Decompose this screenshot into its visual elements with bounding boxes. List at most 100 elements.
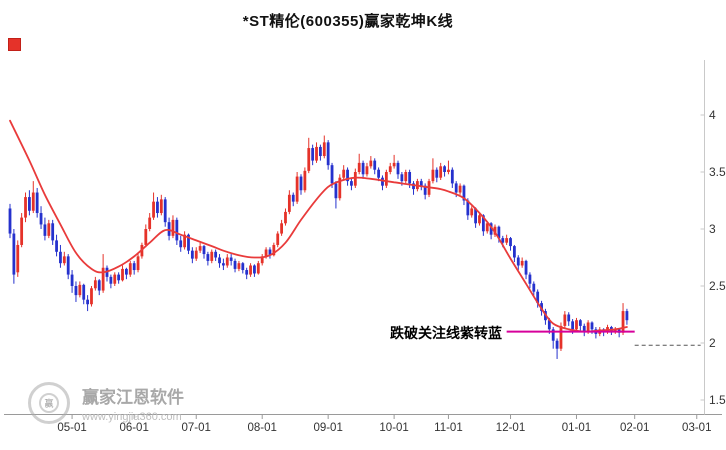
candle-body bbox=[350, 181, 353, 186]
candle-body bbox=[540, 303, 543, 312]
x-tick-label: 02-01 bbox=[620, 422, 649, 434]
candle-body bbox=[528, 274, 532, 284]
candle-body bbox=[249, 265, 252, 275]
candle-body bbox=[86, 299, 89, 305]
candle-body bbox=[280, 223, 283, 234]
candle-body bbox=[121, 268, 124, 281]
candle-body bbox=[563, 314, 567, 326]
candle-body bbox=[97, 280, 101, 291]
candle-body bbox=[326, 142, 330, 166]
candle-body bbox=[152, 201, 155, 218]
candle-body bbox=[194, 250, 198, 259]
page-title: *ST精伦(600355)赢家乾坤K线 bbox=[242, 13, 454, 30]
candle-body bbox=[489, 223, 493, 235]
candle-body bbox=[171, 219, 175, 236]
candle-body bbox=[400, 174, 404, 182]
watermark: 赢 赢家江恩软件 www.yingjia360.com bbox=[26, 380, 184, 426]
candle-body bbox=[373, 160, 377, 170]
candle-body bbox=[210, 251, 214, 261]
candle-body bbox=[299, 176, 303, 191]
x-tick-label: 05-01 bbox=[57, 422, 86, 434]
x-tick-label: 01-01 bbox=[562, 422, 591, 434]
candle-body bbox=[28, 197, 31, 211]
candle-body bbox=[536, 291, 540, 304]
candle-body bbox=[319, 146, 322, 157]
candle-body bbox=[35, 192, 39, 214]
candle-body bbox=[513, 246, 516, 258]
candle-body bbox=[381, 177, 384, 186]
candle-body bbox=[74, 286, 78, 296]
candle-body bbox=[78, 284, 82, 296]
candle-body bbox=[559, 325, 563, 349]
candle-body bbox=[423, 185, 427, 195]
candle-body bbox=[31, 192, 35, 211]
candle-body bbox=[516, 257, 520, 266]
candle-body bbox=[233, 260, 237, 269]
candle-body bbox=[260, 256, 264, 264]
candle-body bbox=[361, 162, 365, 175]
candle-body bbox=[493, 226, 497, 235]
axes: 05-01 06-01 07-01 08-01 09-01 10-01 11-01 12-01… bbox=[4, 60, 726, 434]
candle-body bbox=[24, 197, 27, 218]
x-tick-label: 08-01 bbox=[247, 422, 276, 434]
candle-body bbox=[62, 256, 66, 264]
candle-body bbox=[12, 233, 16, 275]
candle-body bbox=[435, 169, 439, 178]
watermark-brand: 赢家江恩软件 bbox=[82, 388, 184, 407]
trend-line bbox=[9, 119, 628, 333]
candle-body bbox=[225, 257, 229, 266]
candle-body bbox=[218, 257, 221, 264]
candle-body bbox=[322, 142, 326, 157]
alert-annotation-label: 跌破关注线紫转蓝 bbox=[390, 325, 502, 341]
candle-body bbox=[59, 251, 62, 264]
watermark-url: www.yingjia360.com bbox=[82, 411, 182, 423]
candle-body bbox=[567, 314, 571, 322]
candle-body bbox=[481, 215, 485, 232]
candle-body bbox=[307, 148, 311, 171]
candle-body bbox=[571, 321, 574, 330]
candle-body bbox=[276, 233, 280, 245]
candle-body bbox=[190, 250, 194, 259]
candle-body bbox=[113, 274, 117, 284]
candle-body bbox=[551, 329, 555, 341]
x-tick-label: 06-01 bbox=[119, 422, 148, 434]
candle-body bbox=[555, 340, 559, 349]
candle-body bbox=[206, 254, 210, 261]
y-tick-label: 4 bbox=[709, 108, 716, 122]
candle-body bbox=[315, 146, 318, 161]
candle-body bbox=[590, 322, 594, 330]
candle-body bbox=[334, 183, 338, 199]
red-square-marker bbox=[8, 38, 21, 51]
candle-body bbox=[431, 169, 435, 182]
candle-body bbox=[586, 322, 590, 332]
candle-body bbox=[253, 265, 256, 274]
candle-body bbox=[353, 172, 357, 186]
candle-body bbox=[377, 169, 380, 178]
candle-body bbox=[342, 169, 346, 178]
candle-body bbox=[621, 311, 625, 333]
candle-body bbox=[264, 249, 268, 257]
candle-body bbox=[237, 263, 241, 269]
candle-body bbox=[458, 185, 462, 193]
candle-body bbox=[198, 246, 202, 251]
candle-body bbox=[575, 320, 578, 330]
candle-body bbox=[8, 208, 12, 234]
candle-body bbox=[478, 215, 481, 224]
candle-body bbox=[272, 244, 276, 256]
candle-body bbox=[520, 260, 524, 266]
candle-body bbox=[462, 185, 466, 201]
candle-body bbox=[179, 240, 183, 248]
candle-body bbox=[132, 263, 136, 271]
candle-body bbox=[474, 208, 477, 224]
candle-body bbox=[101, 267, 105, 291]
candle-body bbox=[625, 311, 629, 321]
candle-body bbox=[229, 257, 233, 261]
x-tick-label: 11-01 bbox=[434, 422, 463, 434]
candle-body bbox=[578, 320, 582, 326]
y-tick-label: 3.5 bbox=[709, 165, 726, 179]
candle-body bbox=[485, 223, 489, 232]
candle-body bbox=[613, 329, 617, 332]
candle-body bbox=[51, 223, 55, 241]
candle-body bbox=[369, 160, 373, 167]
